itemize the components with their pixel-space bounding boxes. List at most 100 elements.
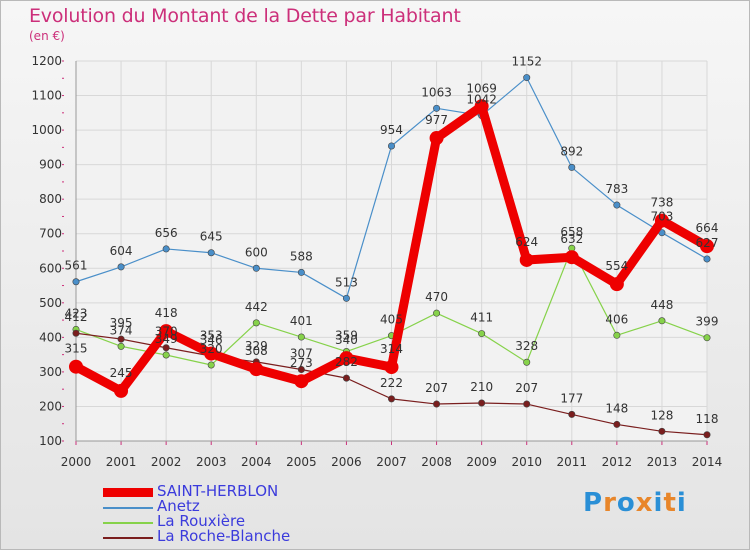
data-point-la-roche-blanche xyxy=(297,365,305,373)
data-label-la-roche-blanche: 346 xyxy=(200,333,223,347)
data-point-la-roche-blanche xyxy=(433,400,441,408)
data-point-la-roche-blanche xyxy=(478,399,486,407)
legend-swatch xyxy=(103,488,153,497)
legend-swatch xyxy=(103,537,153,539)
data-label-saint-herblon: 738 xyxy=(650,196,673,210)
data-label-la-rouxi-re: 320 xyxy=(200,342,223,356)
data-point-anetz xyxy=(433,104,441,112)
data-point-la-roche-blanche xyxy=(568,410,576,418)
data-label-saint-herblon: 273 xyxy=(290,356,313,370)
data-label-saint-herblon: 664 xyxy=(696,221,719,235)
data-point-la-roche-blanche xyxy=(117,335,125,343)
y-tick-label: 1200 xyxy=(31,54,62,68)
data-label-anetz: 645 xyxy=(200,230,223,244)
brand-letter: P xyxy=(583,488,604,518)
data-label-saint-herblon: 418 xyxy=(155,306,178,320)
data-point-anetz xyxy=(117,263,125,271)
data-point-anetz xyxy=(72,278,80,286)
brand-letter: i xyxy=(676,488,687,518)
data-point-saint-herblon xyxy=(474,99,489,114)
x-tick-label: 2003 xyxy=(196,455,227,469)
y-tick-label: 900 xyxy=(39,158,62,172)
data-label-la-rouxi-re: 359 xyxy=(335,329,358,343)
data-label-la-rouxi-re: 470 xyxy=(425,290,448,304)
data-label-saint-herblon: 245 xyxy=(110,366,133,380)
x-tick-label: 2005 xyxy=(286,455,317,469)
data-label-la-roche-blanche: 118 xyxy=(696,412,719,426)
data-point-saint-herblon xyxy=(700,239,714,254)
data-label-saint-herblon: 632 xyxy=(560,232,583,246)
data-label-anetz: 1042 xyxy=(466,93,497,107)
data-point-la-rouxi-re xyxy=(433,309,441,317)
data-label-la-rouxi-re: 349 xyxy=(155,332,178,346)
data-label-la-rouxi-re: 405 xyxy=(380,313,403,327)
x-tick-label: 2002 xyxy=(151,455,182,469)
data-label-la-roche-blanche: 177 xyxy=(560,391,583,405)
data-point-la-roche-blanche xyxy=(703,431,711,439)
data-point-la-rouxi-re xyxy=(523,358,531,366)
data-point-saint-herblon xyxy=(249,362,264,377)
data-point-la-rouxi-re xyxy=(703,334,711,342)
data-point-anetz xyxy=(342,294,350,302)
x-tick-label: 2001 xyxy=(106,455,137,469)
data-point-la-roche-blanche xyxy=(342,374,350,382)
y-tick-label: 1000 xyxy=(31,123,62,137)
data-point-la-roche-blanche xyxy=(387,395,395,403)
data-point-saint-herblon xyxy=(339,351,354,366)
data-label-saint-herblon: 977 xyxy=(425,113,448,127)
chart-unit: (en €) xyxy=(29,29,65,43)
data-label-anetz: 656 xyxy=(155,226,178,240)
y-tick-label: 600 xyxy=(39,261,62,275)
data-point-saint-herblon xyxy=(294,374,309,389)
x-tick-label: 2000 xyxy=(61,455,92,469)
data-point-saint-herblon xyxy=(429,131,444,146)
x-tick-label: 2012 xyxy=(602,455,633,469)
brand-letter: t xyxy=(663,488,677,518)
data-label-saint-herblon: 340 xyxy=(335,333,358,347)
data-label-la-rouxi-re: 448 xyxy=(650,298,673,312)
legend-label: La Roche-Blanche xyxy=(157,527,291,545)
data-label-anetz: 1063 xyxy=(421,85,452,99)
chart-title: Evolution du Montant de la Dette par Hab… xyxy=(29,5,461,27)
data-point-la-roche-blanche xyxy=(658,427,666,435)
data-label-la-rouxi-re: 423 xyxy=(65,306,88,320)
legend-label: Anetz xyxy=(157,497,200,515)
data-label-anetz: 954 xyxy=(380,123,403,137)
brand-letter: x xyxy=(635,488,654,518)
data-point-anetz xyxy=(162,245,170,253)
data-label-saint-herblon: 554 xyxy=(605,259,628,273)
data-label-saint-herblon: 353 xyxy=(200,329,223,343)
y-tick-label: 700 xyxy=(39,227,62,241)
data-label-anetz: 892 xyxy=(560,144,583,158)
data-point-anetz xyxy=(613,201,621,209)
data-point-la-rouxi-re xyxy=(117,342,125,350)
data-label-saint-herblon: 1069 xyxy=(466,81,497,95)
data-point-saint-herblon xyxy=(114,383,129,398)
brand-letter: o xyxy=(616,488,636,518)
data-label-anetz: 513 xyxy=(335,275,358,289)
data-point-saint-herblon xyxy=(654,213,669,228)
data-label-la-roche-blanche: 128 xyxy=(650,408,673,422)
data-point-saint-herblon xyxy=(519,252,534,267)
data-point-la-rouxi-re xyxy=(478,330,486,338)
legend-swatch xyxy=(103,507,153,509)
legend-label: SAINT-HERBLON xyxy=(157,482,279,500)
data-label-la-roche-blanche: 210 xyxy=(470,380,493,394)
data-point-la-rouxi-re xyxy=(207,361,215,369)
data-label-anetz: 604 xyxy=(110,244,133,258)
data-label-la-rouxi-re: 374 xyxy=(110,323,133,337)
x-tick-label: 2014 xyxy=(692,455,723,469)
data-point-la-roche-blanche xyxy=(72,329,80,337)
data-point-saint-herblon xyxy=(609,277,624,292)
data-point-anetz xyxy=(297,268,305,276)
data-label-anetz: 588 xyxy=(290,249,313,263)
y-tick-label: 1100 xyxy=(31,89,62,103)
data-point-anetz xyxy=(703,255,711,263)
brand-logo: Proxiti xyxy=(583,488,687,518)
data-label-la-roche-blanche: 207 xyxy=(515,381,538,395)
x-tick-label: 2008 xyxy=(421,455,452,469)
data-label-la-rouxi-re: 399 xyxy=(696,315,719,329)
data-label-la-roche-blanche: 207 xyxy=(425,381,448,395)
